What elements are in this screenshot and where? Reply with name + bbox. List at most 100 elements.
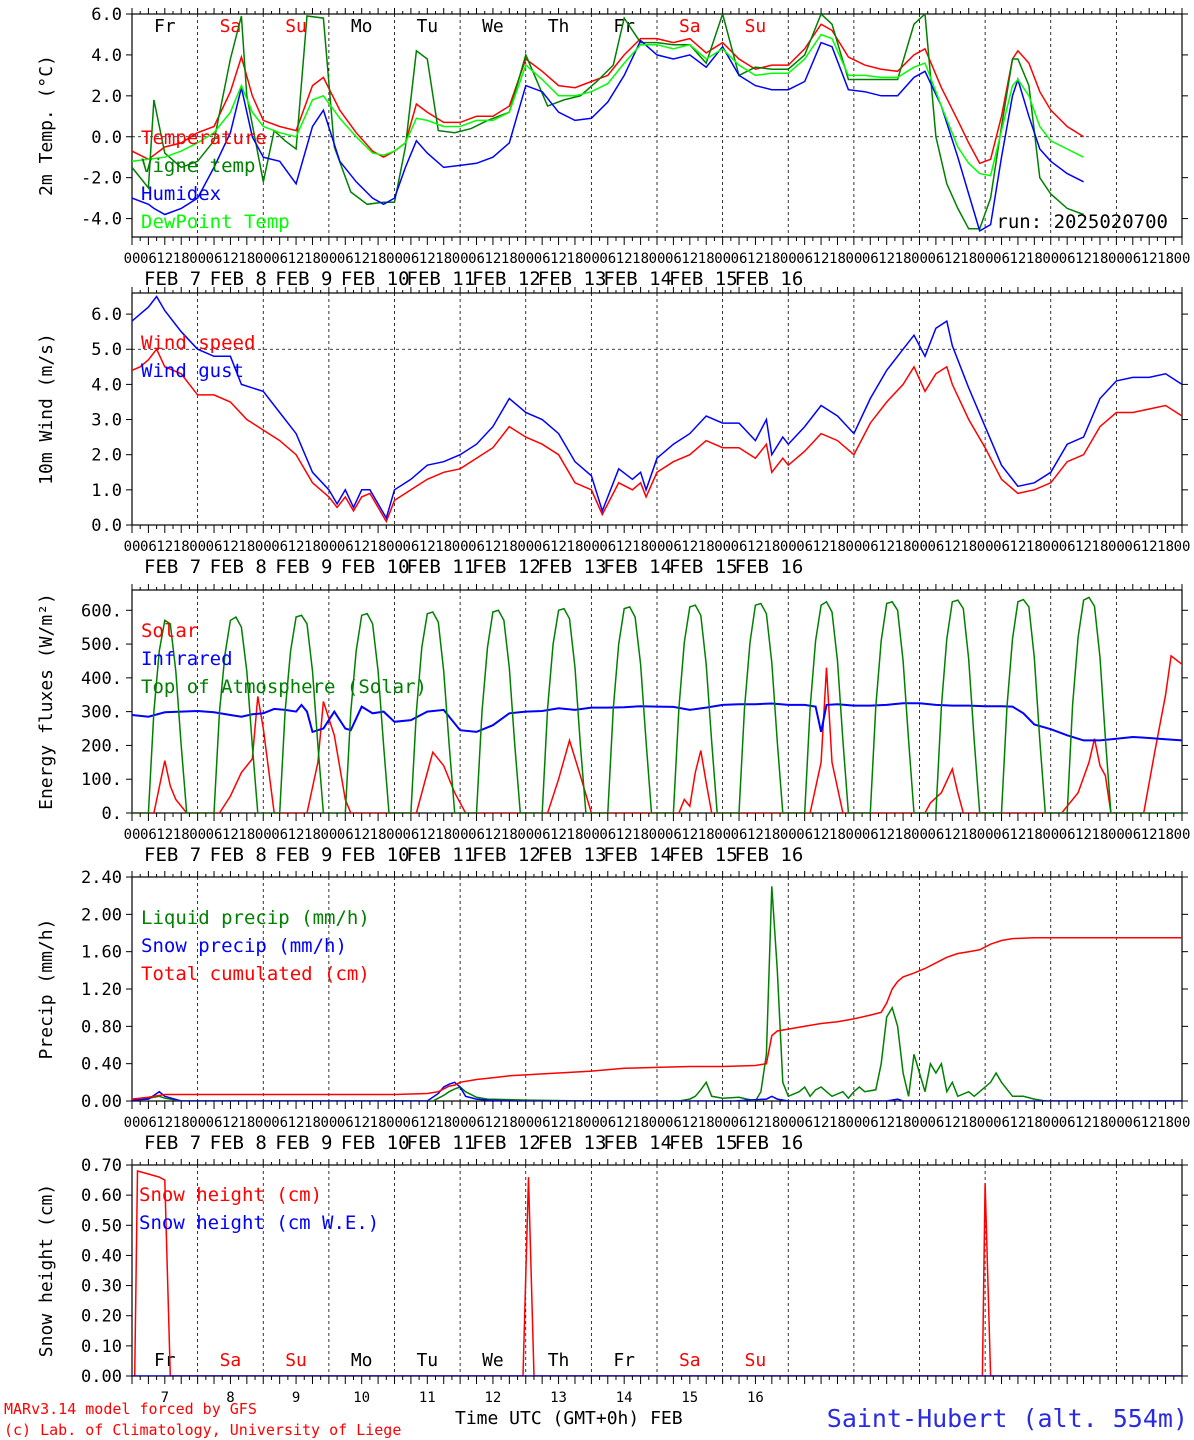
x-hour-label: 00 <box>1108 1115 1125 1131</box>
legend-entry: Vigne temp <box>141 155 255 177</box>
x-hour-label: 12 <box>419 1115 436 1131</box>
x-date-label: FEB 16 <box>735 268 804 290</box>
x-hour-label: 00 <box>845 827 862 843</box>
x-hour-label: 06 <box>468 251 485 267</box>
x-hour-label: 12 <box>1141 539 1158 555</box>
x-hour-label: 06 <box>599 539 616 555</box>
x-hour-label: 00 <box>1174 251 1191 267</box>
x-hour-label: 00 <box>517 539 534 555</box>
day-number-label: 10 <box>353 1390 370 1406</box>
x-hour-label: 00 <box>583 539 600 555</box>
x-hour-label: 12 <box>353 827 370 843</box>
x-hour-label: 06 <box>927 827 944 843</box>
y-tick-label: 0.70 <box>81 1156 122 1176</box>
x-hour-label: 12 <box>288 251 305 267</box>
x-hour-label: 12 <box>747 1115 764 1131</box>
x-hour-label: 06 <box>862 827 879 843</box>
x-date-label: FEB 13 <box>538 1132 607 1154</box>
x-hour-label: 18 <box>960 827 977 843</box>
x-hour-label: 12 <box>1141 1115 1158 1131</box>
x-hour-label: 06 <box>140 827 157 843</box>
x-hour-label: 06 <box>534 251 551 267</box>
x-hour-label: 06 <box>1059 827 1076 843</box>
x-hour-label: 00 <box>124 1115 141 1131</box>
legend-entry: Wind gust <box>141 360 244 382</box>
x-hour-label: 18 <box>698 1115 715 1131</box>
x-hour-label: 12 <box>681 1115 698 1131</box>
x-hour-label: 00 <box>386 251 403 267</box>
y-axis-label: 10m Wind (m/s) <box>36 333 57 485</box>
x-hour-label: 12 <box>1010 539 1027 555</box>
y-tick-label: 0.40 <box>81 1246 122 1266</box>
x-hour-label: 06 <box>271 539 288 555</box>
y-axis-label: Energy fluxes (W/m²) <box>36 593 57 810</box>
x-hour-label: 12 <box>1141 251 1158 267</box>
x-hour-label: 18 <box>435 539 452 555</box>
x-hour-label: 18 <box>370 539 387 555</box>
x-hour-label: 12 <box>156 827 173 843</box>
y-tick-label: 3.0 <box>91 411 122 431</box>
x-hour-label: 18 <box>173 1115 190 1131</box>
x-hour-label: 12 <box>944 539 961 555</box>
x-hour-label: 18 <box>763 251 780 267</box>
y-tick-label: 1.20 <box>81 980 122 1000</box>
x-hour-label: 00 <box>977 827 994 843</box>
day-number-label: 8 <box>226 1390 234 1406</box>
day-name-label: Fr <box>613 16 635 37</box>
x-hour-label: 00 <box>1108 251 1125 267</box>
panel-2: 0.01.02.03.04.05.06.000 06 12 18 00 06 12 18 00 0… <box>36 287 1190 578</box>
series-liquid-precip-mm-h <box>132 886 1182 1101</box>
plot-frame <box>131 13 1183 238</box>
x-hour-label: 18 <box>1157 251 1174 267</box>
x-hour-label: 12 <box>1010 827 1027 843</box>
x-hour-label: 00 <box>714 539 731 555</box>
x-date-label: FEB 13 <box>538 268 607 290</box>
x-date-label: FEB 16 <box>735 844 804 866</box>
x-date-label: FEB 8 <box>210 556 267 578</box>
y-tick-label: 6.0 <box>91 305 122 325</box>
series-total-cumulated-cm <box>132 936 1182 1100</box>
y-tick-label: 0.80 <box>81 1017 122 1037</box>
day-number-label: 13 <box>550 1390 567 1406</box>
x-hour-label: 18 <box>435 251 452 267</box>
x-hour-label: 00 <box>124 827 141 843</box>
series-humidex <box>132 39 1084 233</box>
x-hour-label: 18 <box>1157 539 1174 555</box>
x-hour-label: 00 <box>911 251 928 267</box>
x-hour-label: 06 <box>796 1115 813 1131</box>
x-hour-label: 06 <box>665 251 682 267</box>
x-hour-label: 06 <box>927 1115 944 1131</box>
x-hour-label: 06 <box>927 539 944 555</box>
panel-1: -4.0-2.00.02.04.06.000 06 12 18 00 06 12 18 00 06… <box>36 5 1190 290</box>
x-hour-label: 06 <box>206 251 223 267</box>
x-hour-label: 18 <box>1026 1115 1043 1131</box>
x-hour-label: 00 <box>649 827 666 843</box>
x-hour-label: 06 <box>1059 539 1076 555</box>
x-hour-label: 00 <box>189 1115 206 1131</box>
day-name-label: Tu <box>416 1350 438 1371</box>
x-hour-label: 18 <box>238 1115 255 1131</box>
x-hour-label: 12 <box>1075 1115 1092 1131</box>
x-hour-label: 12 <box>1010 1115 1027 1131</box>
y-tick-label: 0.0 <box>91 128 122 148</box>
x-hour-label: 00 <box>517 827 534 843</box>
x-hour-label: 00 <box>780 1115 797 1131</box>
x-hour-label: 00 <box>1174 1115 1191 1131</box>
x-hour-label: 00 <box>977 1115 994 1131</box>
day-name-label: Mo <box>351 16 373 37</box>
x-hour-label: 00 <box>386 1115 403 1131</box>
x-date-label: FEB 12 <box>472 1132 541 1154</box>
x-hour-label: 18 <box>238 827 255 843</box>
x-hour-label: 18 <box>435 1115 452 1131</box>
x-hour-label: 18 <box>1157 827 1174 843</box>
y-tick-label: 200. <box>81 736 122 756</box>
x-date-label: FEB 8 <box>210 1132 267 1154</box>
day-number-label: 12 <box>485 1390 502 1406</box>
x-hour-label: 12 <box>747 251 764 267</box>
x-hour-label: 06 <box>271 827 288 843</box>
day-name-label: Th <box>548 16 570 37</box>
x-hour-label: 12 <box>485 1115 502 1131</box>
x-hour-label: 00 <box>255 1115 272 1131</box>
y-axis-label: Precip (mm/h) <box>36 919 57 1060</box>
